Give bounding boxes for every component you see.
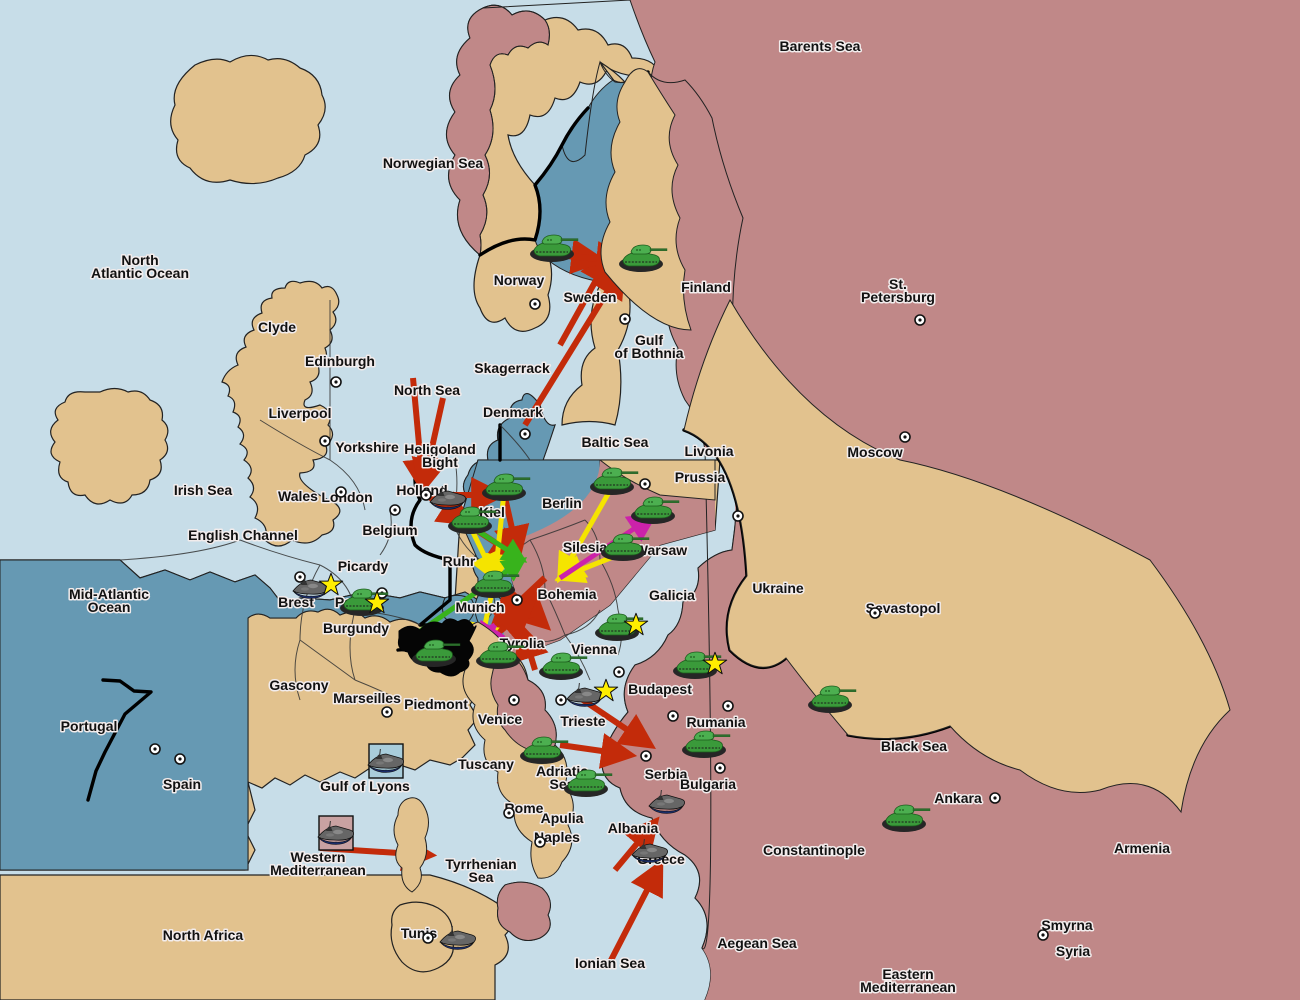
svg-text:Portugal: Portugal (61, 718, 118, 734)
svg-text:Gulf of Lyons: Gulf of Lyons (320, 778, 410, 794)
svg-text:Ionian Sea: Ionian Sea (575, 955, 645, 971)
svg-text:Gascony: Gascony (269, 677, 328, 693)
svg-text:Albania: Albania (608, 820, 659, 836)
svg-text:Constantinople: Constantinople (763, 842, 865, 858)
svg-text:Munich: Munich (456, 599, 505, 615)
svg-text:Galicia: Galicia (649, 587, 695, 603)
svg-text:Moscow: Moscow (847, 444, 902, 460)
svg-text:Burgundy: Burgundy (323, 620, 389, 636)
svg-text:Ukraine: Ukraine (752, 580, 804, 596)
svg-text:Ankara: Ankara (934, 790, 982, 806)
svg-text:London: London (321, 489, 372, 505)
svg-text:Bohemia: Bohemia (537, 586, 596, 602)
svg-text:Ocean: Ocean (88, 599, 131, 615)
svg-text:Skagerrack: Skagerrack (474, 360, 550, 376)
svg-text:Budapest: Budapest (628, 681, 692, 697)
svg-text:Berlin: Berlin (542, 495, 582, 511)
svg-text:Wales: Wales (278, 488, 318, 504)
svg-text:Trieste: Trieste (560, 713, 605, 729)
svg-text:Rumania: Rumania (686, 714, 745, 730)
svg-text:Ruhr: Ruhr (443, 553, 476, 569)
svg-text:Denmark: Denmark (483, 404, 543, 420)
svg-text:Picardy: Picardy (338, 558, 389, 574)
svg-text:Atlantic Ocean: Atlantic Ocean (91, 265, 189, 281)
svg-text:Norway: Norway (494, 272, 545, 288)
svg-text:of Bothnia: of Bothnia (614, 345, 683, 361)
svg-text:Aegean Sea: Aegean Sea (717, 935, 797, 951)
svg-text:Edinburgh: Edinburgh (305, 353, 375, 369)
svg-text:Bight: Bight (422, 454, 458, 470)
svg-text:Piedmont: Piedmont (404, 696, 468, 712)
svg-text:Mediterranean: Mediterranean (270, 862, 366, 878)
svg-text:Tuscany: Tuscany (458, 756, 514, 772)
svg-text:North Africa: North Africa (163, 927, 244, 943)
svg-text:Mediterranean: Mediterranean (860, 979, 956, 995)
svg-text:Petersburg: Petersburg (861, 289, 935, 305)
svg-text:Yorkshire: Yorkshire (335, 439, 399, 455)
svg-text:North Sea: North Sea (394, 382, 460, 398)
svg-text:Norwegian Sea: Norwegian Sea (383, 155, 484, 171)
svg-text:Apulia: Apulia (541, 810, 584, 826)
svg-text:Baltic Sea: Baltic Sea (582, 434, 649, 450)
svg-text:Clyde: Clyde (258, 319, 296, 335)
svg-text:Sweden: Sweden (564, 289, 617, 305)
svg-text:Prussia: Prussia (675, 469, 726, 485)
svg-text:Livonia: Livonia (684, 443, 733, 459)
svg-text:Armenia: Armenia (1114, 840, 1170, 856)
svg-text:English Channel: English Channel (188, 527, 298, 543)
svg-text:Smyrna: Smyrna (1041, 917, 1093, 933)
svg-text:Sea: Sea (469, 869, 494, 885)
svg-text:Marseilles: Marseilles (333, 690, 401, 706)
svg-text:Irish Sea: Irish Sea (174, 482, 233, 498)
svg-text:Silesia: Silesia (563, 539, 608, 555)
svg-text:Venice: Venice (478, 711, 523, 727)
svg-text:Belgium: Belgium (362, 522, 417, 538)
svg-text:Barents Sea: Barents Sea (780, 38, 861, 54)
svg-text:Black Sea: Black Sea (881, 738, 947, 754)
svg-text:Vienna: Vienna (571, 641, 617, 657)
svg-text:Spain: Spain (163, 776, 201, 792)
svg-text:Bulgaria: Bulgaria (680, 776, 736, 792)
svg-text:Liverpool: Liverpool (268, 405, 331, 421)
svg-text:Finland: Finland (681, 279, 731, 295)
svg-text:Syria: Syria (1056, 943, 1090, 959)
